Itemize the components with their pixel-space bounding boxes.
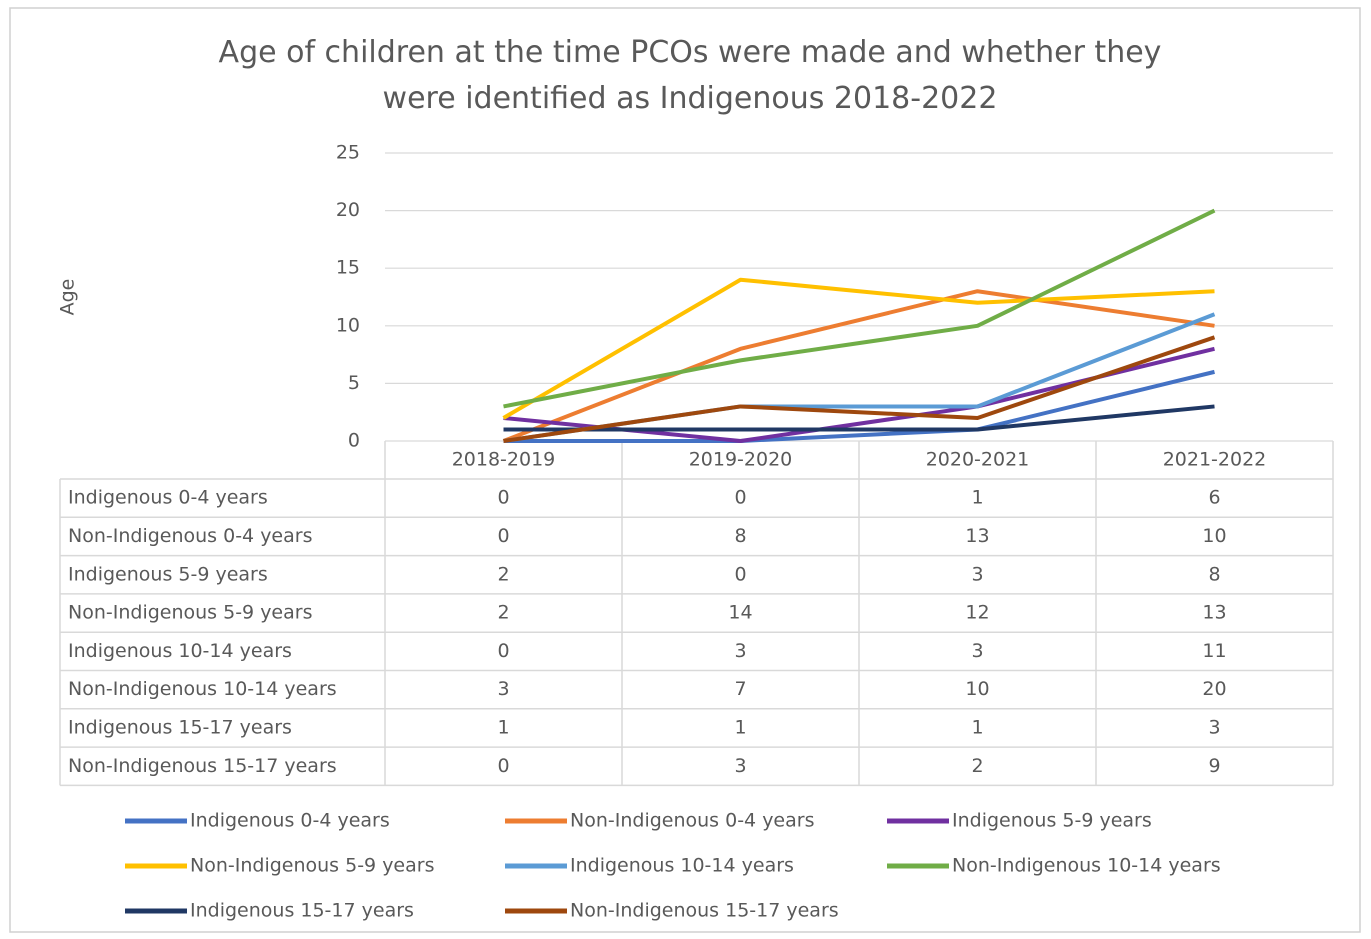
table-cell: 10 <box>1202 525 1226 547</box>
x-tick-label: 2021-2022 <box>1163 449 1267 471</box>
y-tick-label: 20 <box>336 199 360 221</box>
y-tick-label: 25 <box>336 142 360 164</box>
table-cell: 13 <box>965 525 989 547</box>
x-tick-label: 2020-2021 <box>926 449 1030 471</box>
table-row-label: Non-Indigenous 15-17 years <box>68 755 337 777</box>
table-cell: 9 <box>1208 755 1220 777</box>
table-row-label: Indigenous 5-9 years <box>68 563 268 585</box>
table-row-label: Indigenous 10-14 years <box>68 640 292 662</box>
x-tick-label: 2018-2019 <box>452 449 556 471</box>
table-cell: 0 <box>734 563 746 585</box>
table-cell: 0 <box>497 487 509 509</box>
table-cell: 0 <box>497 640 509 662</box>
x-tick-label: 2019-2020 <box>689 449 793 471</box>
legend-label: Indigenous 0-4 years <box>190 810 390 832</box>
table-cell: 0 <box>497 755 509 777</box>
table-cell: 1 <box>971 487 983 509</box>
legend-label: Indigenous 10-14 years <box>570 855 794 877</box>
y-axis-label: Age <box>57 279 79 316</box>
legend-label: Non-Indigenous 15-17 years <box>570 900 839 922</box>
legend-label: Non-Indigenous 5-9 years <box>190 855 434 877</box>
chart-frame <box>9 7 1361 933</box>
legend-label: Indigenous 5-9 years <box>952 810 1152 832</box>
table-cell: 0 <box>497 525 509 547</box>
table-cell: 13 <box>1202 602 1226 624</box>
table-cell: 2 <box>497 602 509 624</box>
legend-label: Non-Indigenous 0-4 years <box>570 810 814 832</box>
series-line <box>503 208 1216 409</box>
y-tick-label: 15 <box>336 257 360 279</box>
table-cell: 12 <box>965 602 989 624</box>
table-cell: 7 <box>734 678 746 700</box>
legend-label: Non-Indigenous 10-14 years <box>952 855 1221 877</box>
series-line <box>503 369 1215 443</box>
y-tick-label: 10 <box>336 314 360 336</box>
table-cell: 6 <box>1208 487 1220 509</box>
table-cell: 8 <box>734 525 746 547</box>
table-cell: 0 <box>734 487 746 509</box>
table-cell: 3 <box>734 755 746 777</box>
series-line <box>502 277 1215 420</box>
y-tick-label: 0 <box>348 430 360 452</box>
table-row-label: Non-Indigenous 0-4 years <box>68 525 312 547</box>
legend-label: Indigenous 15-17 years <box>190 900 414 922</box>
table-cell: 11 <box>1202 640 1226 662</box>
table-cell: 3 <box>497 678 509 700</box>
table-cell: 8 <box>1208 563 1220 585</box>
table-cell: 3 <box>971 640 983 662</box>
table-cell: 1 <box>734 716 746 738</box>
table-cell: 3 <box>971 563 983 585</box>
table-cell: 3 <box>1208 716 1220 738</box>
table-cell: 2 <box>971 755 983 777</box>
table-cell: 2 <box>497 563 509 585</box>
table-row-label: Non-Indigenous 5-9 years <box>68 602 312 624</box>
table-cell: 20 <box>1202 678 1226 700</box>
chart-title: Age of children at the time PCOs were ma… <box>218 35 1162 116</box>
series-line <box>503 335 1216 443</box>
table-row-label: Non-Indigenous 10-14 years <box>68 678 337 700</box>
table-cell: 1 <box>497 716 509 738</box>
table-cell: 1 <box>971 716 983 738</box>
y-tick-label: 5 <box>348 372 360 394</box>
table-cell: 10 <box>965 678 989 700</box>
table-row-label: Indigenous 0-4 years <box>68 487 268 509</box>
table-cell: 14 <box>728 602 752 624</box>
table-row-label: Indigenous 15-17 years <box>68 716 292 738</box>
series-line <box>503 404 1215 432</box>
table-cell: 3 <box>734 640 746 662</box>
series-line <box>502 289 1215 443</box>
